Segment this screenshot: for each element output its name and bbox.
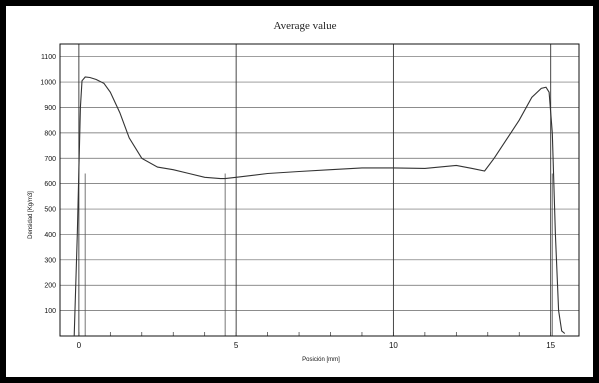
plot-area-border xyxy=(60,44,579,336)
vertical-markers xyxy=(85,173,552,336)
y-tick-label: 900 xyxy=(44,105,56,112)
y-tick-label: 200 xyxy=(44,283,56,290)
y-tick-label: 100 xyxy=(44,308,56,315)
x-tick-label: 0 xyxy=(77,341,82,350)
x-tick-label: 5 xyxy=(234,341,239,350)
density-curve xyxy=(74,77,565,336)
y-tick-label: 300 xyxy=(44,257,56,264)
grid xyxy=(60,44,579,336)
y-tick-label: 600 xyxy=(44,181,56,188)
x-tick-label: 15 xyxy=(546,341,555,350)
x-axis-label: Posición [mm] xyxy=(302,357,340,363)
y-tick-labels: 100 200 300 400 500 600 700 800 900 1000 1100 xyxy=(40,54,56,315)
y-tick-label: 800 xyxy=(44,130,56,137)
x-tick-labels: 0 5 10 15 xyxy=(77,341,556,350)
y-tick-label: 500 xyxy=(44,207,56,214)
y-tick-label: 1000 xyxy=(40,80,56,87)
y-tick-label: 1100 xyxy=(41,54,56,61)
y-axis-label: Densidad [Kg/m3] xyxy=(28,191,34,239)
chart-title: Average value xyxy=(273,20,336,32)
x-tick-label: 10 xyxy=(389,341,398,350)
y-tick-label: 700 xyxy=(44,156,56,163)
y-tick-label: 400 xyxy=(44,232,56,239)
